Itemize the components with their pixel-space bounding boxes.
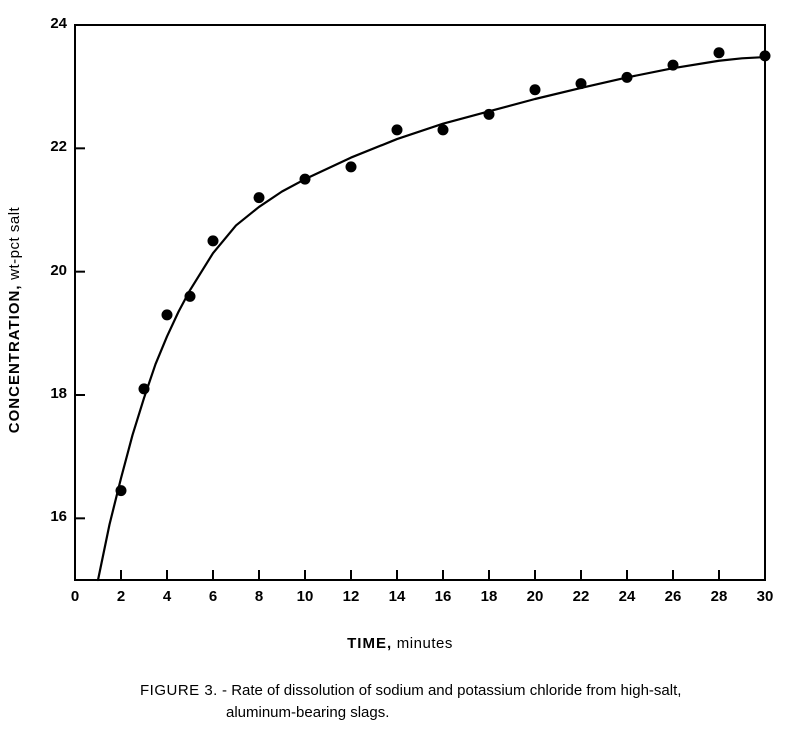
y-axis-label-primary: CONCENTRATION, <box>6 284 23 433</box>
x-tick-label: 22 <box>569 588 593 605</box>
x-axis-label: TIME, minutes <box>0 635 800 652</box>
figure-caption: FIGURE 3. - Rate of dissolution of sodiu… <box>140 680 700 724</box>
y-axis-label-unit: wt-pct salt <box>6 207 23 285</box>
y-tick-label: 20 <box>50 262 67 279</box>
y-tick-label: 24 <box>50 15 67 32</box>
x-tick-label: 20 <box>523 588 547 605</box>
x-tick-label: 2 <box>109 588 133 605</box>
x-tick-label: 10 <box>293 588 317 605</box>
figure-container: { "chart": { "type": "scatter-with-curve… <box>0 0 800 745</box>
x-tick-label: 8 <box>247 588 271 605</box>
x-tick-label: 18 <box>477 588 501 605</box>
x-tick-label: 26 <box>661 588 685 605</box>
x-tick-label: 4 <box>155 588 179 605</box>
x-axis-label-primary: TIME, <box>347 635 392 652</box>
y-tick-label: 22 <box>50 138 67 155</box>
x-tick-label: 12 <box>339 588 363 605</box>
caption-text-2: aluminum-bearing slags. <box>226 702 700 724</box>
x-tick-label: 28 <box>707 588 731 605</box>
x-tick-label: 30 <box>753 588 777 605</box>
x-tick-label: 0 <box>63 588 87 605</box>
caption-label: FIGURE 3. <box>140 682 218 699</box>
x-tick-label: 24 <box>615 588 639 605</box>
y-tick-label: 18 <box>50 385 67 402</box>
x-tick-label: 14 <box>385 588 409 605</box>
x-axis-label-unit: minutes <box>392 635 453 652</box>
y-tick-label: 16 <box>50 508 67 525</box>
x-tick-label: 6 <box>201 588 225 605</box>
y-axis-label: CONCENTRATION, wt-pct salt <box>6 60 31 580</box>
caption-text-1: - Rate of dissolution of sodium and pota… <box>218 682 682 699</box>
chart-svg <box>0 0 800 665</box>
x-tick-label: 16 <box>431 588 455 605</box>
